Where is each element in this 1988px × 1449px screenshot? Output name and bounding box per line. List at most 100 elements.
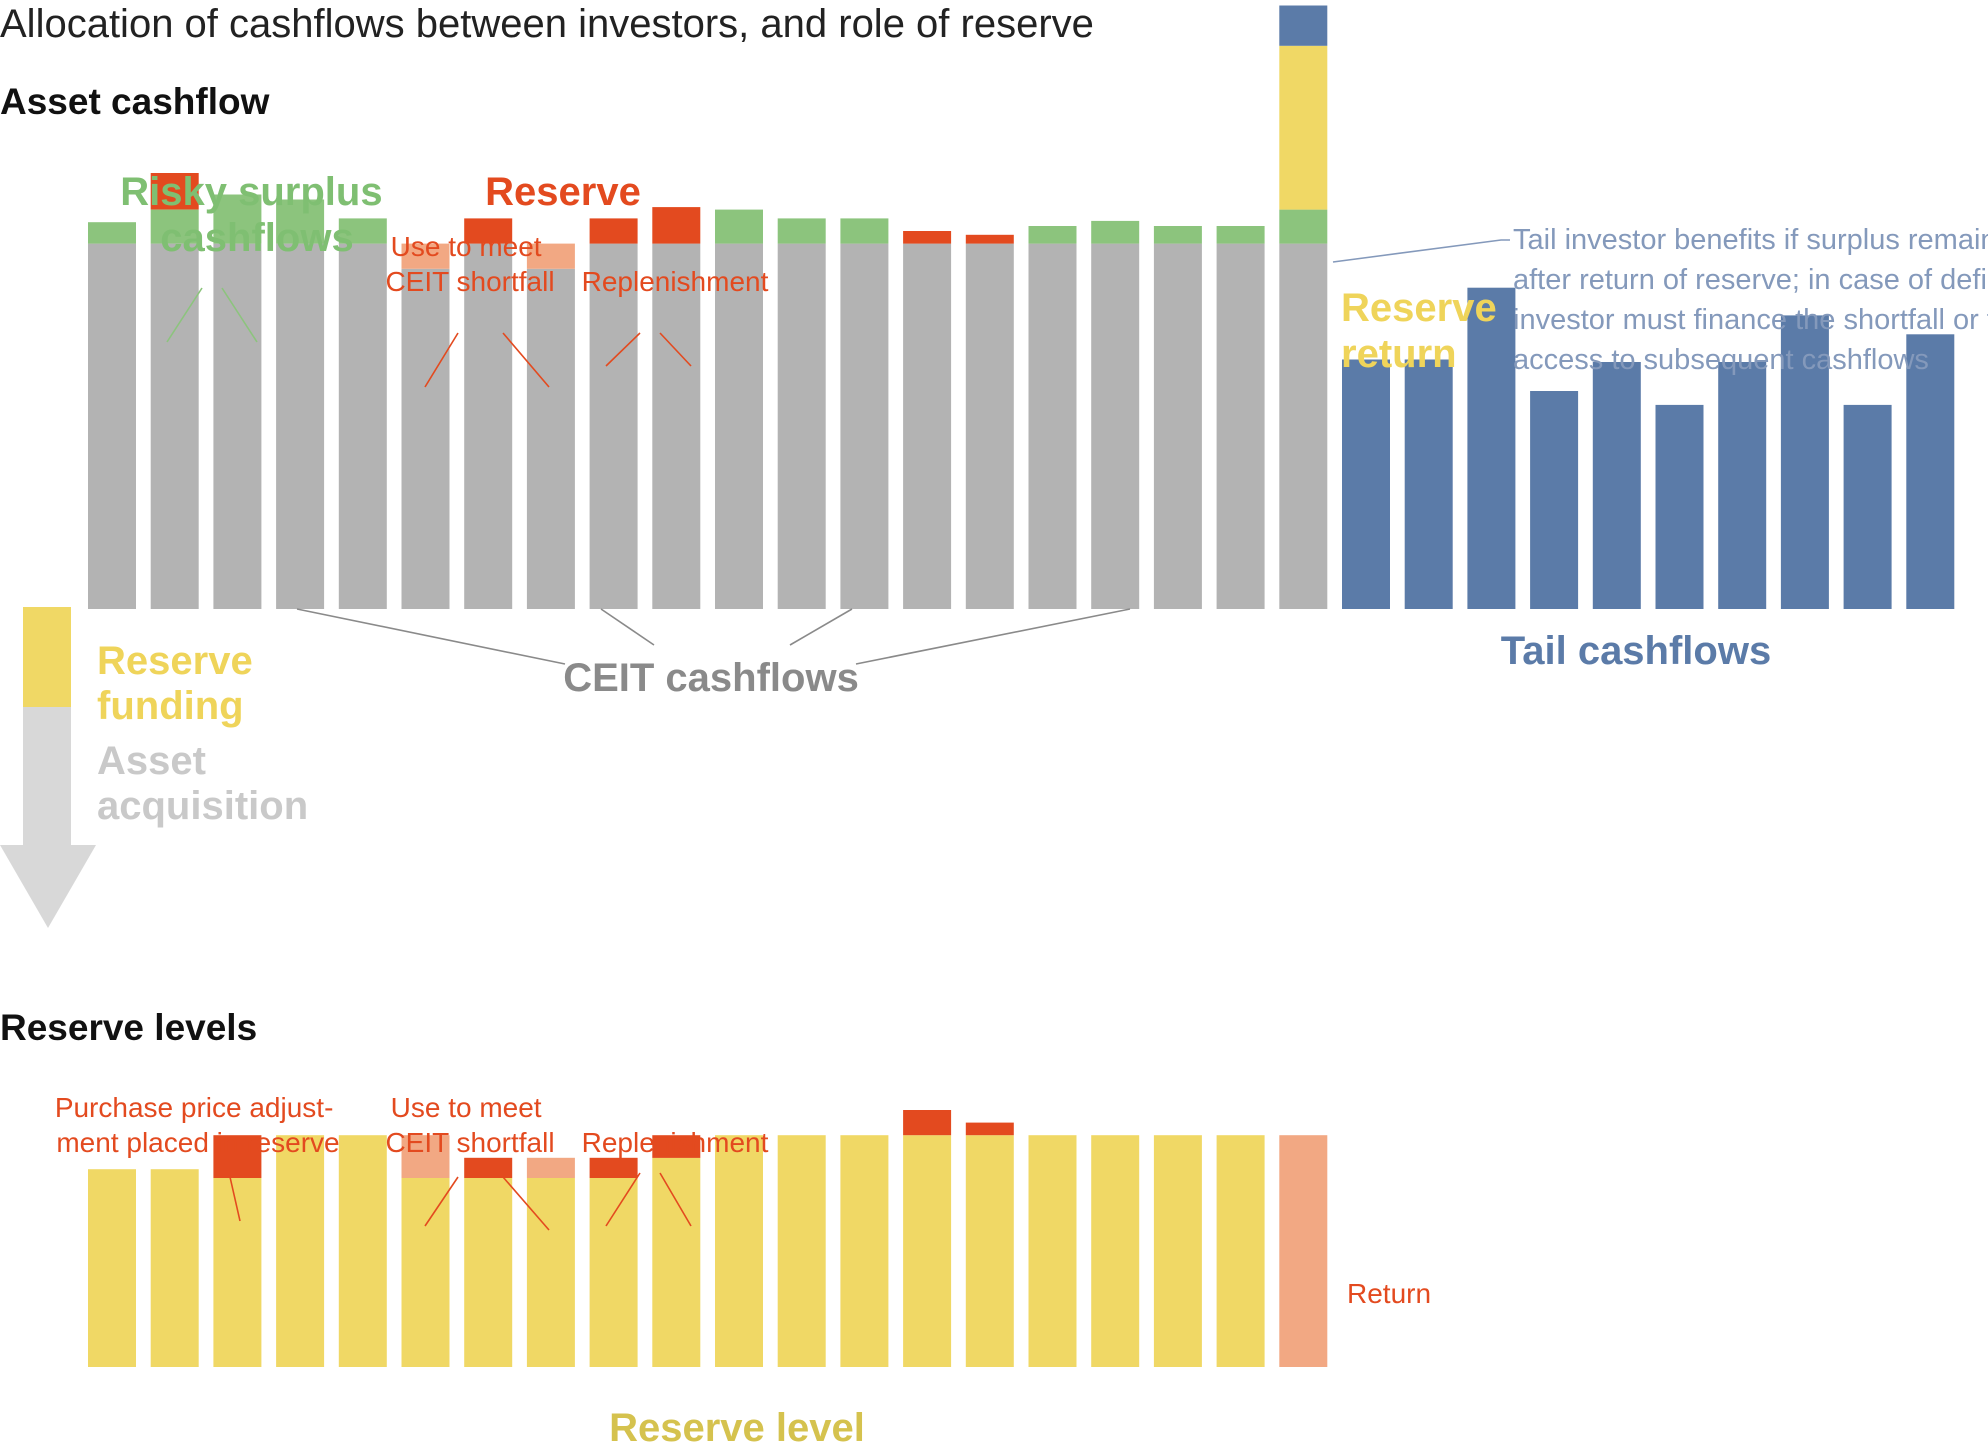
reserve-level-bar xyxy=(1153,1135,1202,1367)
reserve-level-bar xyxy=(903,1135,952,1367)
reserve-level-bar xyxy=(1091,1135,1140,1367)
tail-cashflow-bar xyxy=(1780,315,1829,609)
tail-investor-note: Tail investor benefits if surplus remain… xyxy=(1513,224,1988,376)
replenishment-leader-bottom-2 xyxy=(659,1172,692,1227)
reserve-drawdown-segment xyxy=(526,1157,575,1178)
reserve-level-bar xyxy=(526,1178,575,1367)
ceit-cashflow-bar xyxy=(213,243,262,609)
risky-surplus-segment xyxy=(777,218,826,244)
tail-cashflow-bar xyxy=(1718,362,1767,609)
reserve-addition-segment xyxy=(589,1157,638,1178)
replenishment-leader-bottom-1 xyxy=(605,1172,641,1227)
reserve-level-bar xyxy=(715,1135,763,1367)
ceit-cashflow-bar xyxy=(150,243,199,609)
reserve-level-bar xyxy=(1028,1135,1077,1367)
reserve-addition-segment xyxy=(965,1122,1014,1136)
ceit-leader-3 xyxy=(789,608,853,646)
shortfall-leader-bottom-1 xyxy=(424,1176,459,1227)
tail-cashflow-bar xyxy=(1655,404,1704,609)
ceit-cashflow-bar xyxy=(777,243,826,609)
ceit-cashflow-bar xyxy=(276,243,325,609)
risky-surplus-segment xyxy=(1279,209,1328,244)
risky-surplus-segment xyxy=(150,209,199,244)
reserve-level-bar xyxy=(589,1178,638,1367)
reserve-replenishment-segment xyxy=(903,231,952,244)
tail-cashflow-bar xyxy=(1592,362,1641,609)
reserve-replenishment-segment xyxy=(464,218,513,244)
reserve-label: Reserve xyxy=(485,170,641,214)
risky-surplus-segment xyxy=(338,218,387,244)
reserve-level-label: Reserve level xyxy=(609,1406,865,1449)
section-title-asset-cashflow: Asset cashflow xyxy=(0,81,270,122)
replenishment-label: Replenishment xyxy=(582,266,769,297)
reserve-level-bar xyxy=(840,1135,889,1367)
tail-cashflow-bar xyxy=(1467,287,1516,609)
risky-surplus-segment xyxy=(213,194,262,244)
reserve-use-segment xyxy=(526,243,575,269)
risky-surplus-leader-2 xyxy=(221,287,258,343)
tail-cashflow-bar xyxy=(1843,404,1892,609)
reserve-level-bar xyxy=(88,1169,136,1367)
reserve-funding-label: Reserve funding xyxy=(97,639,264,728)
reserve-funding-block xyxy=(23,607,71,707)
funding-arrow xyxy=(0,607,96,928)
risky-surplus-segment xyxy=(840,218,889,244)
reserve-level-bar xyxy=(777,1135,826,1367)
tail-cashflow-bars xyxy=(1342,287,1955,609)
asset-acquisition-shaft xyxy=(23,707,71,845)
reserve-level-bar xyxy=(652,1157,701,1367)
tail-cashflows-label: Tail cashflows xyxy=(1501,629,1771,673)
ceit-cashflow-bar xyxy=(88,243,136,609)
ceit-leader-1 xyxy=(296,608,566,665)
ceit-cashflow-bar xyxy=(715,243,763,609)
reserve-level-bar xyxy=(276,1135,325,1367)
tail-cashflow-bar xyxy=(1906,334,1955,609)
reserve-replenishment-segment xyxy=(652,207,701,244)
risky-surplus-leader-1 xyxy=(166,287,203,343)
ceit-cashflow-bar xyxy=(1091,243,1140,609)
risky-surplus-segment xyxy=(1028,226,1077,244)
shortfall-leader-1 xyxy=(424,332,459,388)
ceit-cashflow-bar xyxy=(464,243,513,609)
reserve-replenishment-segment xyxy=(965,234,1014,244)
reserve-addition-segment xyxy=(652,1135,701,1158)
reserve-addition-segment xyxy=(464,1157,513,1178)
use-to-meet-shortfall-label: Use to meet CEIT shortfall xyxy=(385,231,554,297)
ceit-cashflow-bar xyxy=(526,268,575,609)
reserve-return-segment xyxy=(1279,45,1328,210)
reserve-replenishment-segment xyxy=(150,173,199,210)
reserve-drawdown-segment xyxy=(401,1135,450,1178)
ceit-cashflow-bar xyxy=(1028,243,1077,609)
reserve-level-bar xyxy=(965,1135,1014,1367)
asset-acquisition-arrowhead xyxy=(0,845,96,928)
reserve-level-bar xyxy=(338,1135,387,1367)
asset-cashflow-bars xyxy=(88,5,1328,609)
risky-surplus-segment xyxy=(1153,226,1202,244)
section-title-reserve-levels: Reserve levels xyxy=(0,1007,257,1048)
reserve-use-segment xyxy=(401,243,450,269)
reserve-replenishment-segment xyxy=(589,218,638,244)
shortfall-leader-bottom-2 xyxy=(502,1176,550,1231)
ceit-cashflow-bar xyxy=(652,243,701,609)
tail-cashflow-bar xyxy=(1530,391,1579,609)
replenishment-leader-1 xyxy=(605,332,641,367)
reserve-level-bar xyxy=(150,1169,199,1367)
risky-surplus-segment xyxy=(1091,220,1140,244)
tail-surplus-segment xyxy=(1279,5,1328,46)
page-title: Allocation of cashflows between investor… xyxy=(0,2,1094,46)
ceit-cashflow-bar xyxy=(338,243,387,609)
ceit-cashflow-bar xyxy=(903,243,952,609)
purchase-price-adjustment-label: Purchase price adjust- ment placed in re… xyxy=(55,1092,341,1158)
ceit-cashflow-bar xyxy=(401,268,450,609)
reserve-return-label: Reserve return xyxy=(1341,286,1508,376)
risky-surplus-segment xyxy=(715,209,763,244)
reserve-level-bars xyxy=(88,1110,1328,1367)
ceit-leader-4 xyxy=(855,608,1131,665)
ceit-cashflow-bar xyxy=(1279,243,1328,609)
reserve-level-bar xyxy=(401,1178,450,1367)
replenishment-bottom-label: Replenishment xyxy=(582,1127,769,1158)
risky-surplus-label: Risky surplus cashflows xyxy=(120,170,393,260)
ceit-cashflow-bar xyxy=(965,243,1014,609)
purchase-price-leader xyxy=(229,1176,241,1222)
